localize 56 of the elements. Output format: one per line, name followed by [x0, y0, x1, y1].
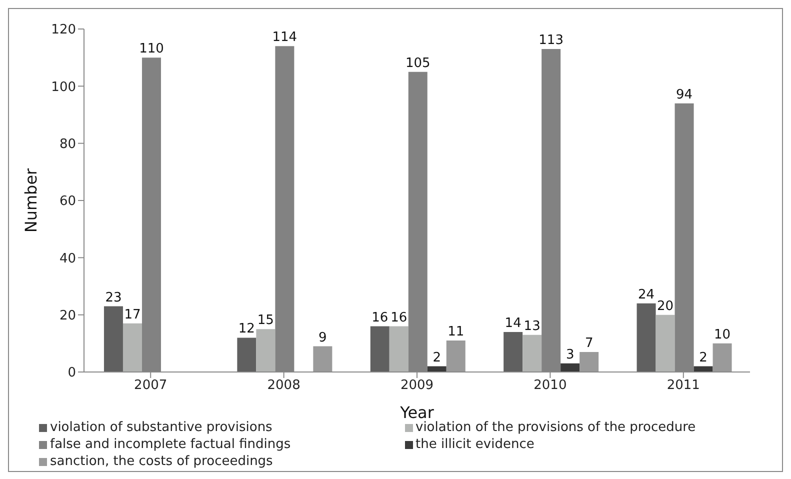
data-label: 13	[524, 318, 540, 334]
legend-label: sanction, the costs of proceedings	[50, 454, 273, 469]
bar	[522, 334, 542, 372]
bar	[256, 329, 276, 372]
data-label: 10	[714, 327, 731, 342]
data-label: 110	[139, 42, 164, 57]
y-tick-label: 80	[59, 136, 76, 152]
legend-label: the illicit evidence	[416, 437, 534, 452]
y-tick-label: 100	[51, 80, 76, 95]
data-label: 2	[699, 350, 708, 366]
x-tick-label: 2010	[534, 378, 567, 394]
data-label: 9	[318, 330, 327, 346]
bar	[122, 323, 142, 372]
x-tick-label: 2011	[666, 378, 700, 394]
bar	[656, 314, 675, 372]
bar	[237, 338, 256, 372]
y-tick-label: 40	[59, 251, 76, 266]
legend-label: violation of the provisions of the procedure	[416, 420, 696, 435]
data-label: 94	[676, 87, 693, 102]
data-label: 16	[390, 310, 408, 326]
bar	[580, 352, 599, 372]
data-label: 3	[566, 347, 574, 362]
y-tick-label: 20	[59, 308, 76, 324]
data-label: 114	[272, 30, 298, 46]
data-label: 105	[405, 56, 430, 71]
data-label: 113	[538, 33, 564, 48]
y-tick-label: 0	[68, 366, 76, 381]
x-tick-label: 2009	[400, 378, 434, 394]
legend-label: false and incomplete factual findings	[50, 437, 291, 452]
data-label: 12	[238, 322, 255, 337]
y-axis-title: Number	[22, 168, 41, 233]
bar	[712, 343, 732, 372]
data-label: 11	[448, 324, 464, 340]
data-label: 14	[504, 316, 522, 331]
data-label: 17	[124, 307, 141, 322]
x-tick-label: 2008	[267, 378, 300, 394]
data-label: 2	[432, 350, 442, 366]
bar	[370, 326, 390, 372]
bar	[504, 332, 523, 372]
bar	[313, 346, 332, 372]
data-label: 24	[638, 287, 655, 302]
bar	[389, 326, 408, 372]
x-tick-label: 2007	[134, 378, 168, 394]
bar	[636, 303, 656, 372]
data-label: 15	[257, 313, 274, 328]
bar	[446, 340, 466, 372]
y-tick-label: 120	[51, 22, 76, 38]
bar	[104, 306, 123, 372]
x-axis-title: Year	[399, 403, 434, 422]
y-tick-label: 60	[59, 194, 76, 210]
legend-label: violation of substantive provisions	[50, 420, 272, 435]
data-label: 23	[105, 290, 122, 306]
data-label: 16	[372, 310, 388, 326]
data-label: 20	[657, 298, 674, 314]
bar	[560, 363, 580, 372]
data-label: 7	[584, 336, 594, 351]
